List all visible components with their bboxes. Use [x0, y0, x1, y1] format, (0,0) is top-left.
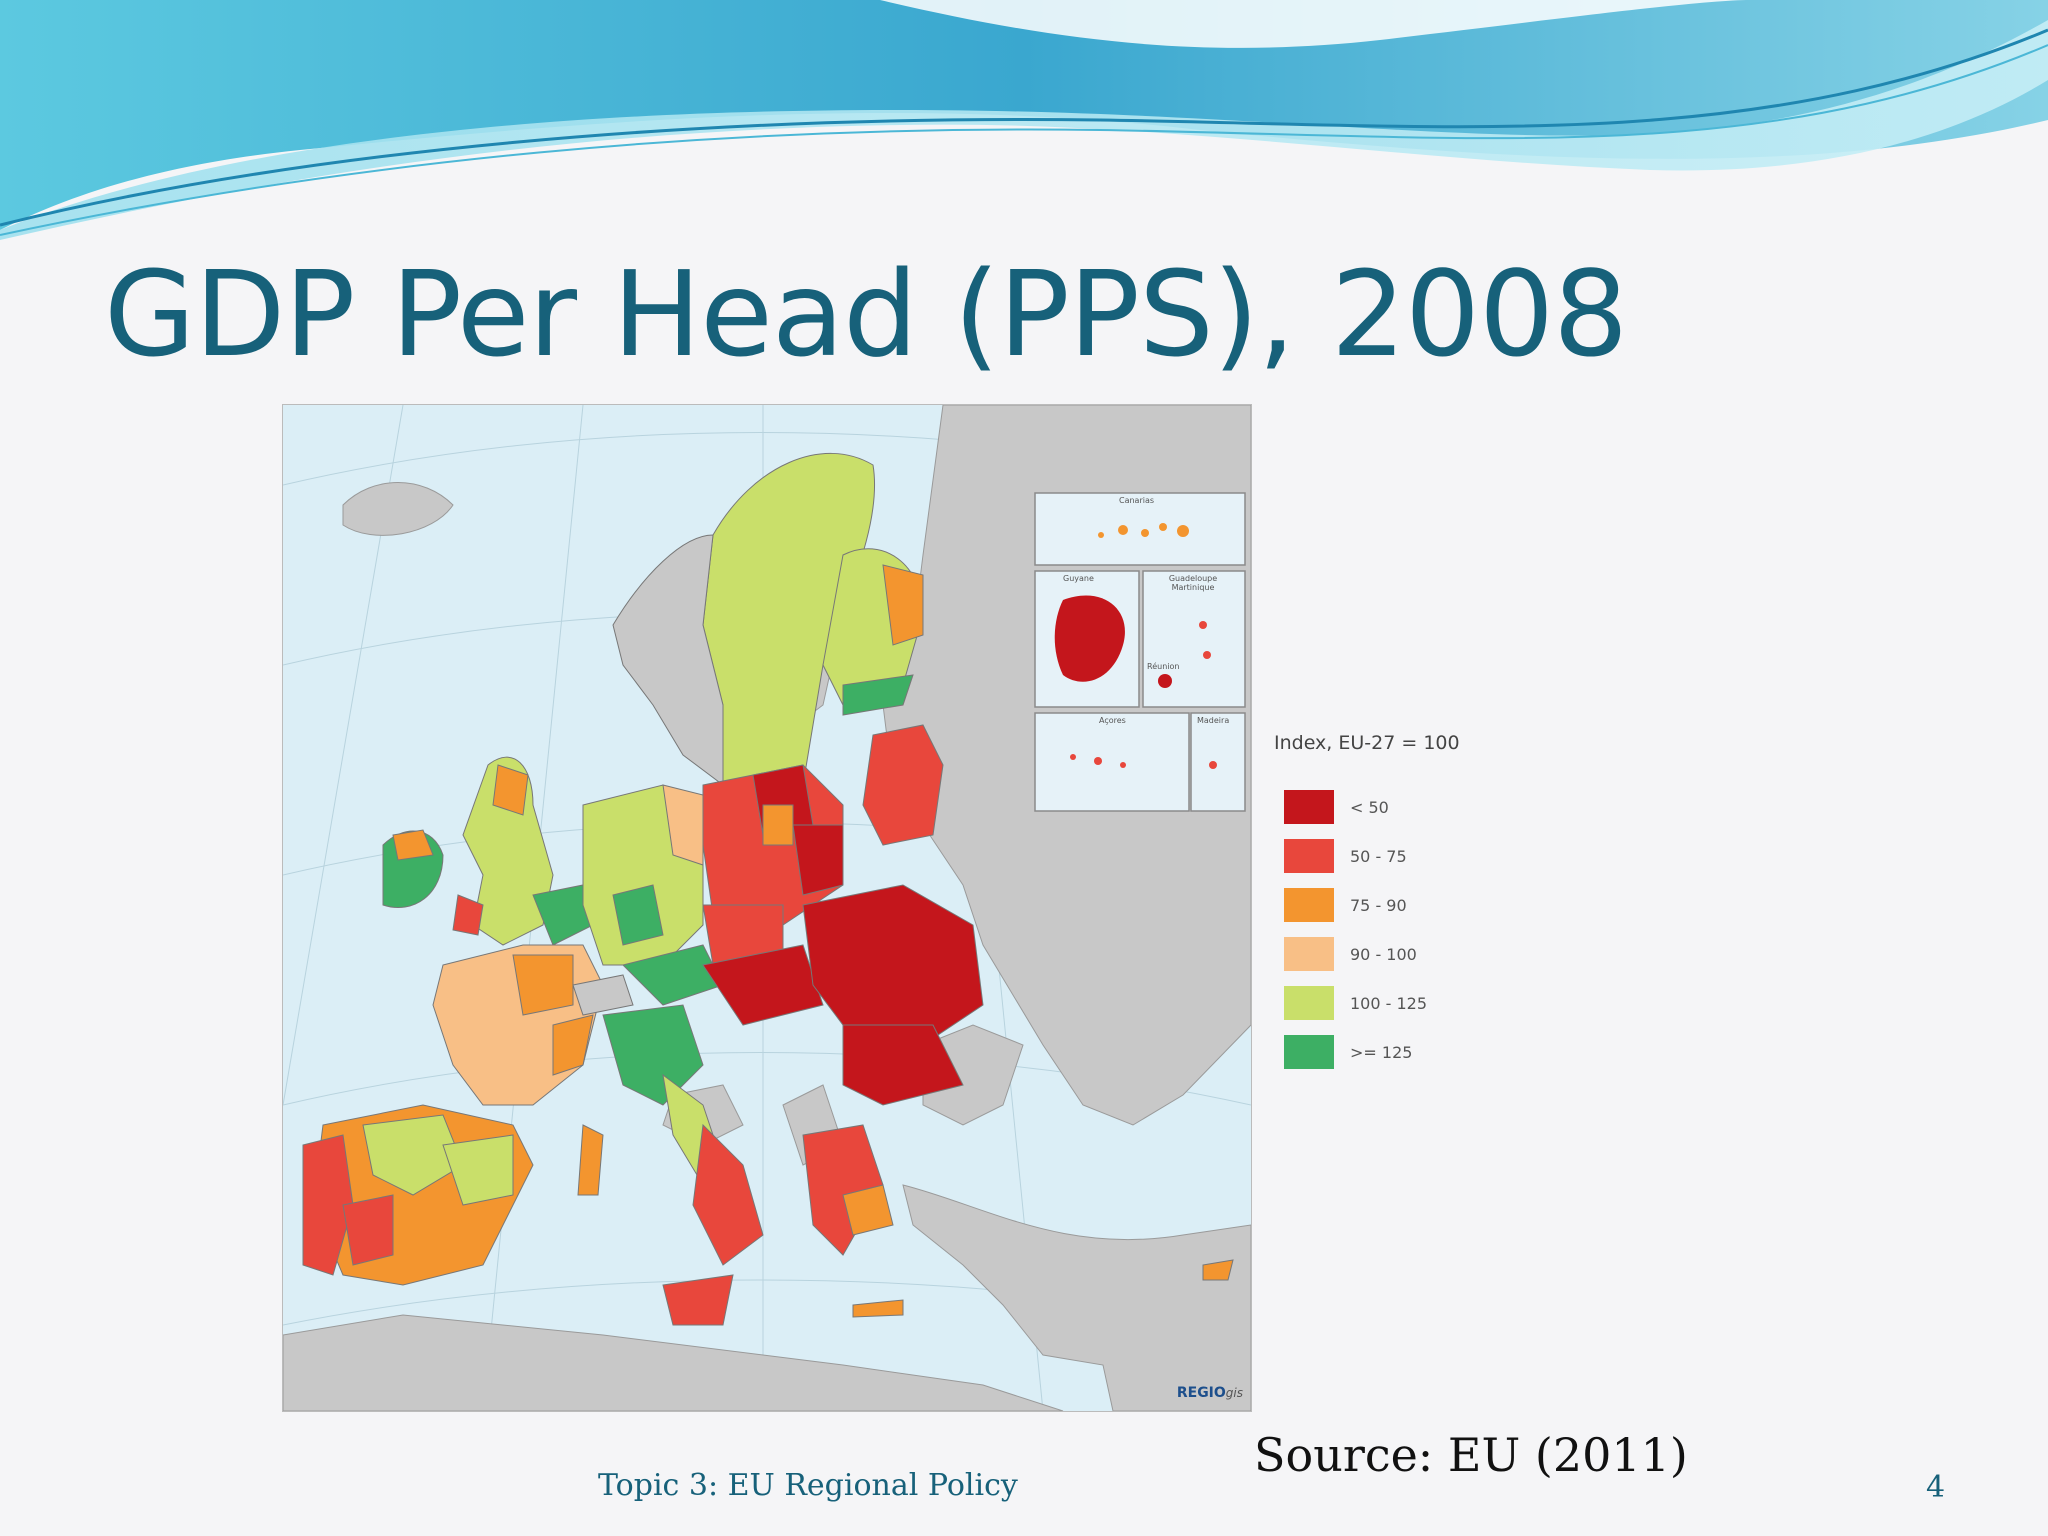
slide-title: GDP Per Head (PPS), 2008: [104, 245, 1628, 383]
page-number: 4: [1926, 1470, 1946, 1505]
inset-label-guyane: Guyane: [1063, 574, 1094, 583]
footer-topic: Topic 3: EU Regional Policy: [598, 1468, 1018, 1503]
inset-label-madeira: Madeira: [1197, 716, 1230, 725]
legend-swatch: [1284, 790, 1334, 824]
eu-gdp-map: Canarias Guyane Guadeloupe Martinique Ré…: [282, 404, 1252, 1412]
legend-item: >= 125: [1284, 1035, 1484, 1069]
legend-item: 75 - 90: [1284, 888, 1484, 922]
legend-item: 90 - 100: [1284, 937, 1484, 971]
regiogis-logo: REGIOgis: [1176, 1385, 1243, 1401]
legend-swatch: [1284, 937, 1334, 971]
map-legend: Index, EU-27 = 100 < 50 50 - 75 75 - 90 …: [1262, 726, 1482, 1086]
legend-swatch: [1284, 1035, 1334, 1069]
legend-swatch: [1284, 888, 1334, 922]
legend-swatch: [1284, 839, 1334, 873]
legend-title: Index, EU-27 = 100: [1274, 732, 1460, 754]
legend-label: < 50: [1350, 798, 1389, 817]
inset-label-guadeloupe-martinique: Guadeloupe Martinique: [1168, 574, 1218, 592]
legend-label: 50 - 75: [1350, 847, 1407, 866]
header-wave-decoration: [0, 0, 2048, 240]
source-caption: Source: EU (2011): [1254, 1428, 1688, 1482]
legend-swatch: [1284, 986, 1334, 1020]
legend-label: >= 125: [1350, 1043, 1413, 1062]
legend-item: < 50: [1284, 790, 1484, 824]
legend-item: 50 - 75: [1284, 839, 1484, 873]
legend-label: 90 - 100: [1350, 945, 1417, 964]
inset-label-canarias: Canarias: [1119, 496, 1155, 505]
legend-label: 100 - 125: [1350, 994, 1428, 1013]
inset-label-acores: Açores: [1099, 716, 1126, 725]
legend-label: 75 - 90: [1350, 896, 1407, 915]
inset-label-reunion: Réunion: [1147, 662, 1180, 671]
legend-item: 100 - 125: [1284, 986, 1484, 1020]
